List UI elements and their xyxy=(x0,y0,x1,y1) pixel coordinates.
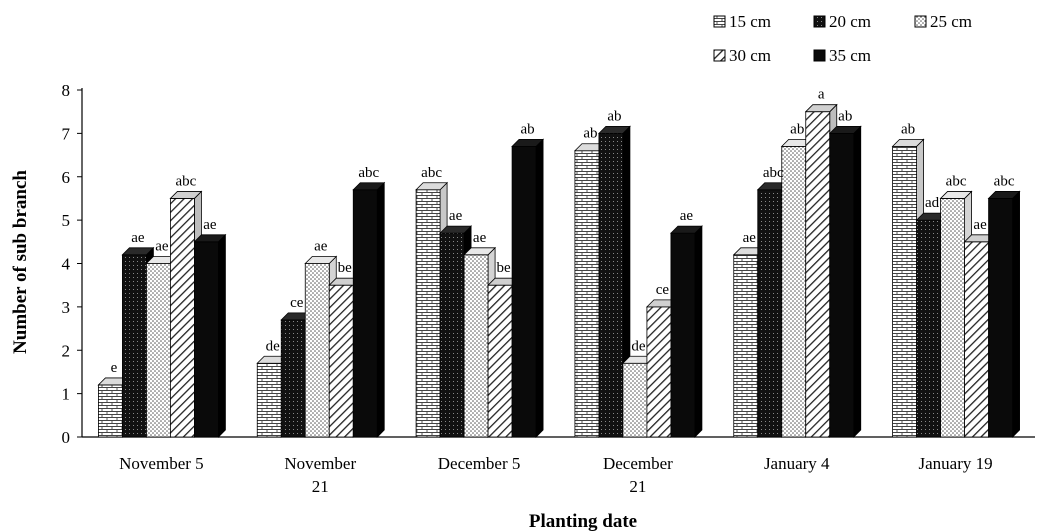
legend-swatch xyxy=(914,15,927,28)
y-tick-label: 7 xyxy=(62,124,71,143)
legend-item: 25 cm xyxy=(914,12,972,31)
data-label: a xyxy=(818,87,825,103)
y-tick-label: 0 xyxy=(62,428,71,447)
data-label: ae xyxy=(743,230,757,246)
data-label: abc xyxy=(358,165,379,181)
data-label: ae xyxy=(473,230,487,246)
bar xyxy=(352,181,386,438)
data-label: ae xyxy=(314,239,328,255)
x-category-label: 21 xyxy=(312,477,329,496)
data-label: be xyxy=(338,260,353,276)
data-label: e xyxy=(111,360,118,376)
data-label: ab xyxy=(583,126,597,142)
y-tick-label: 1 xyxy=(62,385,71,404)
data-label: ae xyxy=(680,208,694,224)
chart-bars xyxy=(97,103,1021,438)
data-label: ad xyxy=(925,195,940,211)
y-tick-label: 4 xyxy=(62,255,71,274)
y-tick-label: 3 xyxy=(62,298,71,317)
data-label: ae xyxy=(155,239,169,255)
bar xyxy=(511,138,545,438)
x-category-label: January 4 xyxy=(764,454,830,473)
data-label: ab xyxy=(790,121,804,137)
data-label: ab xyxy=(838,108,852,124)
data-label: ce xyxy=(656,282,670,298)
data-label: ab xyxy=(901,121,915,137)
bar xyxy=(193,233,227,438)
x-category-label: 21 xyxy=(629,477,646,496)
bar xyxy=(828,125,862,438)
legend-swatch xyxy=(713,15,726,28)
legend-item: 35 cm xyxy=(813,46,871,65)
chart-legend: 15 cm 20 cm 25 cm 30 cm 35 cm xyxy=(713,12,972,65)
legend-label: 35 cm xyxy=(829,46,871,65)
data-label: abc xyxy=(763,165,784,181)
legend-swatch xyxy=(813,15,826,28)
x-axis-title: Planting date xyxy=(529,511,637,532)
data-label: abc xyxy=(946,173,967,189)
legend-label: 30 cm xyxy=(729,46,771,65)
y-tick-label: 2 xyxy=(62,341,71,360)
bar xyxy=(987,190,1021,438)
legend-label: 20 cm xyxy=(829,12,871,31)
y-tick-label: 5 xyxy=(62,211,71,230)
data-label: abc xyxy=(994,173,1015,189)
data-label: ae xyxy=(973,217,987,233)
data-label: ae xyxy=(203,217,217,233)
data-label: ae xyxy=(131,230,145,246)
data-label: abc xyxy=(176,173,197,189)
bar xyxy=(669,225,703,438)
x-category-label: November xyxy=(284,454,356,473)
legend-swatch xyxy=(713,49,726,62)
data-label: de xyxy=(631,338,646,354)
data-label: be xyxy=(496,260,511,276)
x-category-label: January 19 xyxy=(919,454,993,473)
x-category-label: December xyxy=(603,454,673,473)
y-axis-title: Number of sub branch xyxy=(10,170,31,354)
legend-label: 25 cm xyxy=(930,12,972,31)
data-label: ae xyxy=(449,208,463,224)
legend-label: 15 cm xyxy=(729,12,771,31)
chart-axes xyxy=(81,88,1035,438)
legend-item: 15 cm xyxy=(713,12,771,31)
data-label: ab xyxy=(520,121,534,137)
x-axis-categories: November 5 November 21 December 5 December 21… xyxy=(119,454,992,496)
legend-item: 30 cm xyxy=(713,46,771,65)
x-category-label: November 5 xyxy=(119,454,204,473)
y-tick-label: 6 xyxy=(62,168,71,187)
y-axis-ticks: 0 1 2 3 4 5 6 7 8 xyxy=(62,81,82,447)
bar xyxy=(573,142,607,438)
data-label: abc xyxy=(421,165,442,181)
data-label: de xyxy=(266,338,281,354)
data-label: ab xyxy=(607,108,621,124)
x-category-label: December 5 xyxy=(438,454,521,473)
legend-swatch xyxy=(813,49,826,62)
data-label: ce xyxy=(290,295,304,311)
y-tick-label: 8 xyxy=(62,81,71,100)
legend-item: 20 cm xyxy=(813,12,871,31)
